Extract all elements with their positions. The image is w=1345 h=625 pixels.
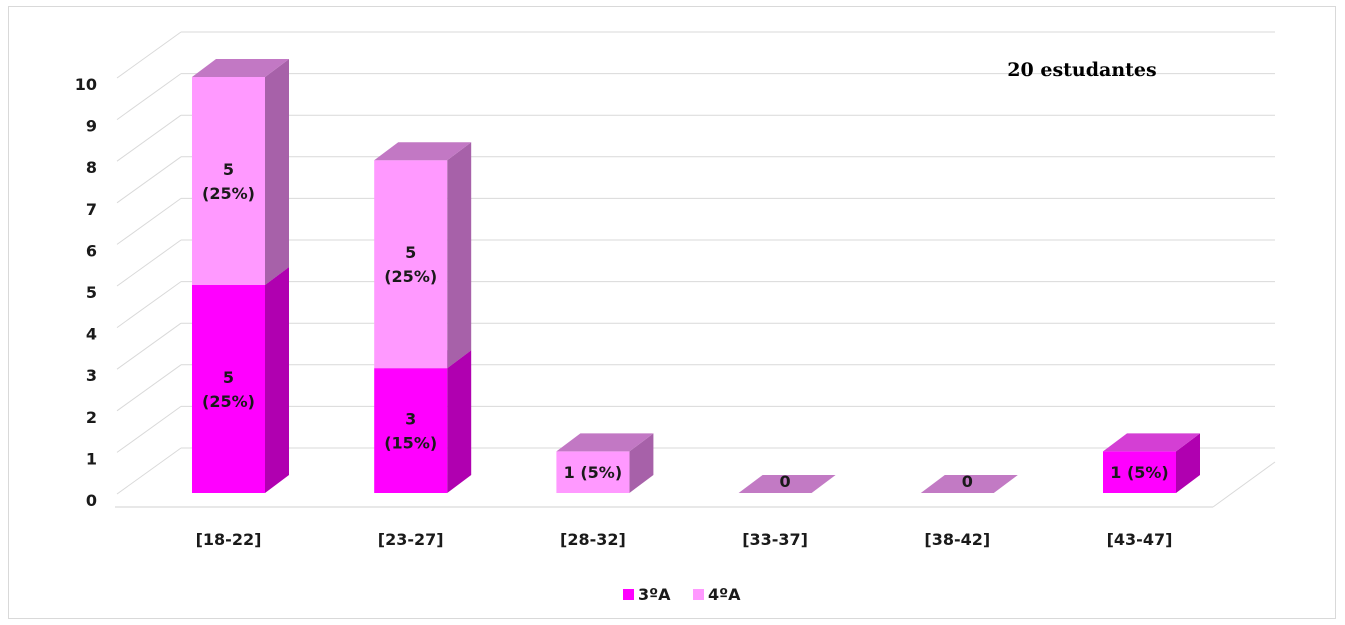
gridlines xyxy=(115,31,1276,508)
data-label: (25%) xyxy=(384,267,437,286)
x-tick-label: [33-37] xyxy=(742,530,808,549)
bar-top-face xyxy=(192,59,289,77)
gridline-diagonal xyxy=(116,156,182,204)
y-tick-label: 2 xyxy=(86,408,97,427)
bar-series-1 xyxy=(192,267,289,493)
bar-side-face xyxy=(265,267,289,493)
y-tick-label: 3 xyxy=(86,366,97,385)
data-label: 3 xyxy=(405,410,416,429)
bar-series-1 xyxy=(374,350,472,493)
bar-series-2 xyxy=(374,142,472,369)
gridline-diagonal xyxy=(116,197,182,245)
bar-side-face xyxy=(447,142,472,369)
data-label: (25%) xyxy=(202,392,255,411)
bar-top-face xyxy=(556,433,654,452)
y-tick-label: 9 xyxy=(86,117,97,136)
gridline-diagonal xyxy=(116,447,182,495)
gridline-diagonal xyxy=(116,364,182,412)
bar-front-face xyxy=(556,451,630,493)
gridline-diagonal xyxy=(116,405,182,453)
data-label: 1 (5%) xyxy=(1110,463,1169,482)
y-tick-label: 6 xyxy=(86,241,97,260)
gridline-diagonal xyxy=(116,31,182,79)
data-label: 0 xyxy=(780,472,791,491)
legend-label: 3ºA xyxy=(638,585,671,604)
y-axis: 0 1 2 3 4 5 6 7 8 9 10 xyxy=(75,75,97,510)
bar-front-face xyxy=(192,77,265,285)
y-tick-label: 7 xyxy=(86,200,97,219)
y-tick-label: 8 xyxy=(86,158,97,177)
bar-side-face xyxy=(447,350,472,493)
gridline-diagonal xyxy=(116,114,182,162)
data-label: 1 (5%) xyxy=(564,463,623,482)
bar-series-2 xyxy=(192,59,289,285)
gridline-diagonal xyxy=(116,281,182,329)
bar-side-face xyxy=(629,433,654,493)
legend: 3ºA 4ºA xyxy=(623,585,741,604)
x-tick-label: [43-47] xyxy=(1107,530,1173,549)
bar-front-face xyxy=(1103,451,1176,493)
data-label: 5 xyxy=(405,243,416,262)
legend-swatch xyxy=(623,589,634,600)
bar-top-face xyxy=(374,142,472,161)
bar-zero-plate xyxy=(920,475,1018,493)
bar-side-face xyxy=(1176,433,1200,493)
chart-annotation: 20 estudantes xyxy=(1007,59,1156,81)
bar-top-face xyxy=(1103,433,1200,452)
x-tick-label: [18-22] xyxy=(196,530,262,549)
bar-zero-plate xyxy=(738,475,836,493)
y-tick-label: 4 xyxy=(86,325,97,344)
x-axis: [18-22] [23-27] [28-32] [33-37] [38-42] [43-4… xyxy=(196,530,1173,549)
x-tick-label: [23-27] xyxy=(378,530,444,549)
bar-series-1 xyxy=(1103,433,1200,493)
data-label: (15%) xyxy=(384,434,437,453)
gridline-diagonal xyxy=(116,239,182,287)
floor-right-edge xyxy=(1212,461,1276,508)
y-tick-label: 5 xyxy=(86,283,97,302)
x-tick-label: [28-32] xyxy=(560,530,626,549)
bars xyxy=(192,59,1200,493)
y-tick-label: 10 xyxy=(75,75,97,94)
legend-swatch xyxy=(693,589,704,600)
bar-series-2 xyxy=(556,433,654,493)
y-tick-label: 0 xyxy=(86,491,97,510)
data-label: 0 xyxy=(962,472,973,491)
bar-front-face xyxy=(374,368,448,493)
gridline-diagonal xyxy=(116,322,182,370)
data-labels: 5 (25%) 5 (25%) 3 (15%) 5 (25%) 1 (5%) 0 0 1 (5%) xyxy=(202,160,1169,491)
bar-front-face xyxy=(192,285,265,493)
y-tick-label: 1 xyxy=(86,449,97,468)
legend-label: 4ºA xyxy=(708,585,741,604)
bar-front-face xyxy=(374,160,448,369)
bar-side-face xyxy=(265,59,289,285)
data-label: 5 xyxy=(223,160,234,179)
data-label: (25%) xyxy=(202,184,255,203)
x-tick-label: [38-42] xyxy=(924,530,990,549)
data-label: 5 xyxy=(223,368,234,387)
gridline-diagonal xyxy=(116,73,182,121)
